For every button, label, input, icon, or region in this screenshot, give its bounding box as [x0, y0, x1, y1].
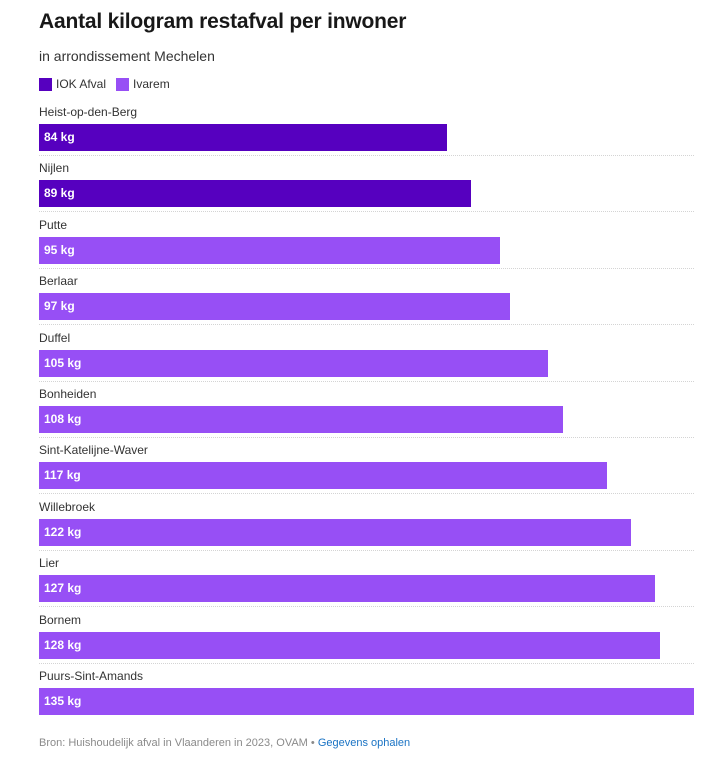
- value-label-bonheiden: 108 kg: [44, 406, 81, 433]
- get-data-link[interactable]: Gegevens ophalen: [318, 737, 410, 749]
- category-label-bornem: Bornem: [39, 613, 81, 627]
- bar-duffel[interactable]: 105 kg: [39, 350, 548, 377]
- category-label-puurs-sint-amands: Puurs-Sint-Amands: [39, 669, 143, 683]
- bar-nijlen[interactable]: 89 kg: [39, 180, 471, 207]
- row-separator: [39, 663, 694, 664]
- row-separator: [39, 324, 694, 325]
- category-label-bonheiden: Bonheiden: [39, 387, 96, 401]
- category-label-berlaar: Berlaar: [39, 274, 78, 288]
- value-label-lier: 127 kg: [44, 575, 81, 602]
- row-separator: [39, 550, 694, 551]
- value-label-putte: 95 kg: [44, 237, 75, 264]
- row-separator: [39, 211, 694, 212]
- value-label-berlaar: 97 kg: [44, 293, 75, 320]
- bar-willebroek[interactable]: 122 kg: [39, 519, 631, 546]
- category-label-heist-op-den-berg: Heist-op-den-Berg: [39, 105, 137, 119]
- value-label-duffel: 105 kg: [44, 350, 81, 377]
- category-label-willebroek: Willebroek: [39, 500, 95, 514]
- row-separator: [39, 268, 694, 269]
- bar-bonheiden[interactable]: 108 kg: [39, 406, 563, 433]
- category-label-nijlen: Nijlen: [39, 161, 69, 175]
- value-label-heist-op-den-berg: 84 kg: [44, 124, 75, 151]
- row-separator: [39, 381, 694, 382]
- value-label-willebroek: 122 kg: [44, 519, 81, 546]
- footer-separator: •: [308, 737, 318, 749]
- source-text: Bron: Huishoudelijk afval in Vlaanderen …: [39, 737, 308, 749]
- row-separator: [39, 606, 694, 607]
- value-label-nijlen: 89 kg: [44, 180, 75, 207]
- value-label-puurs-sint-amands: 135 kg: [44, 688, 81, 715]
- category-label-lier: Lier: [39, 556, 59, 570]
- category-label-duffel: Duffel: [39, 331, 70, 345]
- category-label-sint-katelijne-waver: Sint-Katelijne-Waver: [39, 443, 148, 457]
- bar-puurs-sint-amands[interactable]: 135 kg: [39, 688, 694, 715]
- footer: Bron: Huishoudelijk afval in Vlaanderen …: [39, 737, 410, 749]
- bar-lier[interactable]: 127 kg: [39, 575, 655, 602]
- bar-heist-op-den-berg[interactable]: 84 kg: [39, 124, 447, 151]
- bar-chart: Heist-op-den-Berg 84 kg Nijlen 89 kg Putte 95…: [0, 0, 710, 762]
- bar-bornem[interactable]: 128 kg: [39, 632, 660, 659]
- row-separator: [39, 493, 694, 494]
- bar-putte[interactable]: 95 kg: [39, 237, 500, 264]
- category-label-putte: Putte: [39, 218, 67, 232]
- value-label-sint-katelijne-waver: 117 kg: [44, 462, 81, 489]
- bar-sint-katelijne-waver[interactable]: 117 kg: [39, 462, 607, 489]
- bar-berlaar[interactable]: 97 kg: [39, 293, 510, 320]
- row-separator: [39, 155, 694, 156]
- value-label-bornem: 128 kg: [44, 632, 81, 659]
- row-separator: [39, 437, 694, 438]
